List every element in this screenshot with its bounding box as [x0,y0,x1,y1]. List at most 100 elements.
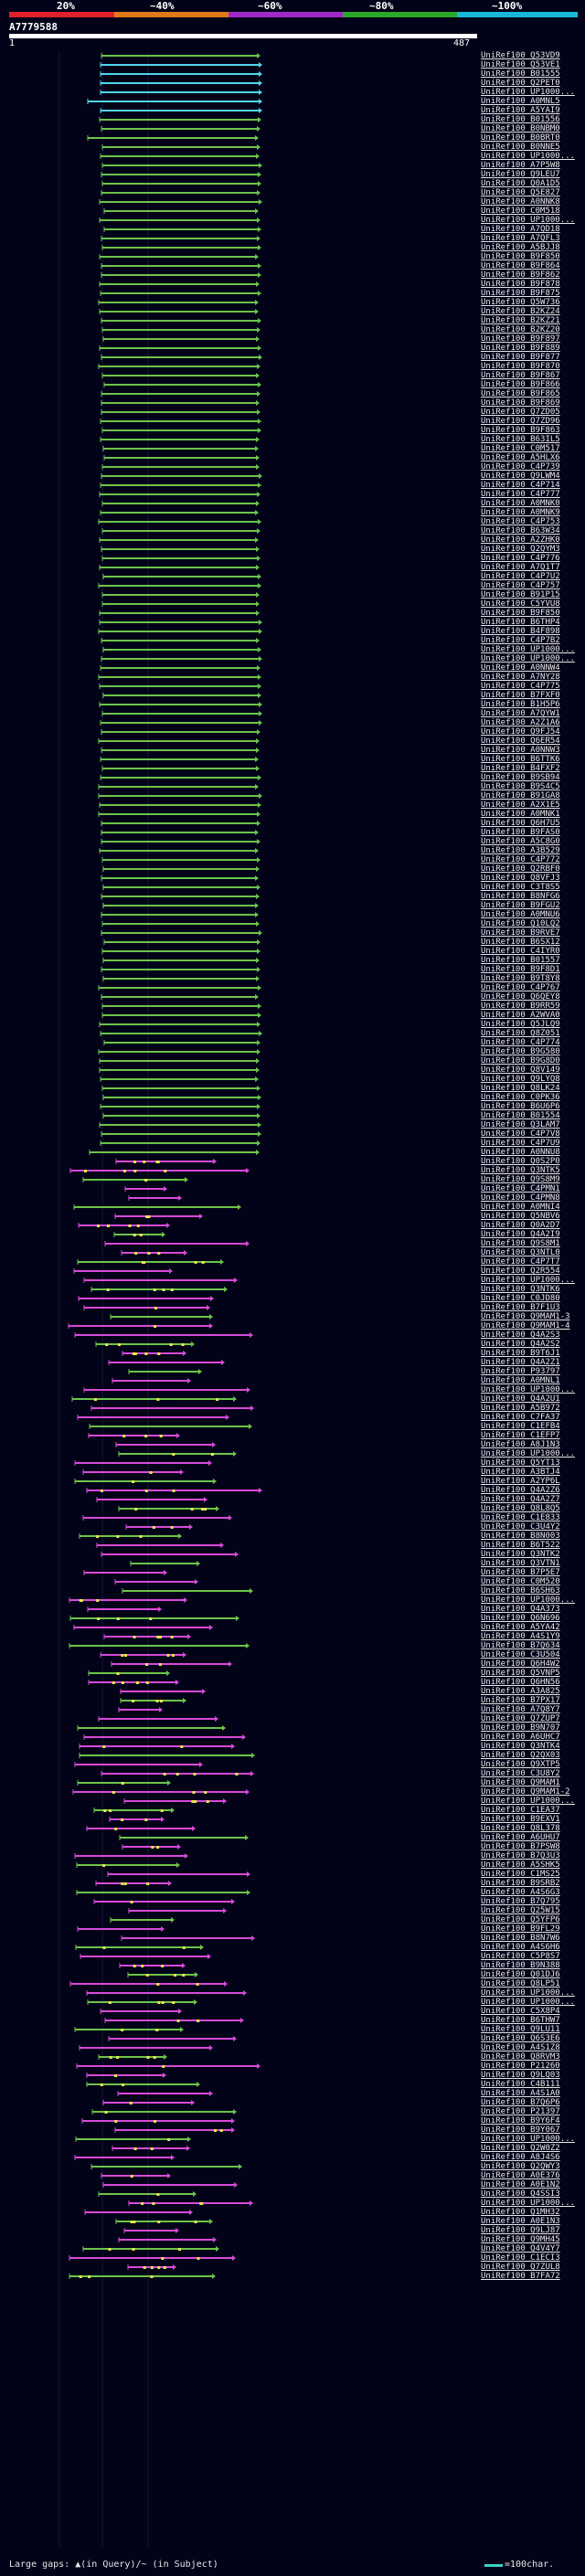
hit-link[interactable]: UniRef100_A8J1N3 [481,1440,560,1449]
hit-link[interactable]: UniRef100_Q0A2D7 [481,1221,560,1230]
hit-link[interactable]: UniRef100_B8N7W6 [481,1934,560,1943]
hit-link[interactable]: UniRef100_Q8VFJ3 [481,874,560,883]
hit-link[interactable]: UniRef100_A4S6H6 [481,1943,560,1952]
hit-link[interactable]: UniRef100_C4P774 [481,1038,560,1047]
hit-link[interactable]: UniRef100_Q2QWY3 [481,2162,560,2171]
hit-link[interactable]: UniRef100_A0MNL5 [481,97,560,106]
hit-link[interactable]: UniRef100_UP1000... [481,1449,575,1458]
hit-link[interactable]: UniRef100_C4P7V8 [481,1129,560,1139]
hit-link[interactable]: UniRef100_C7FA37 [481,1413,560,1422]
hit-link[interactable]: UniRef100_Q9LWM4 [481,472,560,481]
hit-link[interactable]: UniRef100_A4S1A0 [481,2089,560,2098]
hit-link[interactable]: UniRef100_B9F866 [481,380,560,389]
hit-link[interactable]: UniRef100_B9FL29 [481,1924,560,1934]
hit-link[interactable]: UniRef100_A5C8G0 [481,837,560,846]
hit-link[interactable]: UniRef100_Q2QYM3 [481,545,560,554]
hit-link[interactable]: UniRef100_Q5E827 [481,188,560,197]
hit-link[interactable]: UniRef100_B0BRT0 [481,133,560,143]
hit-link[interactable]: UniRef100_Q6S3E6 [481,2034,560,2043]
hit-link[interactable]: UniRef100_Q7ZD05 [481,408,560,417]
hit-link[interactable]: UniRef100_Q8L8Q5 [481,1504,560,1513]
hit-link[interactable]: UniRef100_UP1000... [481,88,575,97]
hit-link[interactable]: UniRef100_Q7ZUP7 [481,1714,560,1723]
hit-link[interactable]: UniRef100_B9T8Y8 [481,974,560,983]
hit-link[interactable]: UniRef100_C4P7B2 [481,636,560,645]
hit-link[interactable]: UniRef100_B9F878 [481,280,560,289]
hit-link[interactable]: UniRef100_B9F869 [481,398,560,408]
hit-link[interactable]: UniRef100_Q6H7U5 [481,819,560,828]
hit-link[interactable]: UniRef100_Q2RBF0 [481,864,560,874]
hit-link[interactable]: UniRef100_C4P7T7 [481,1257,560,1267]
hit-link[interactable]: UniRef100_C5X8P4 [481,2007,560,2016]
hit-link[interactable]: UniRef100_B9N388 [481,1961,560,1970]
hit-link[interactable]: UniRef100_P21397 [481,2107,560,2116]
hit-link[interactable]: UniRef100_Q9MAM1-3 [481,1312,570,1321]
hit-link[interactable]: UniRef100_B7F1U3 [481,1303,560,1312]
hit-link[interactable]: UniRef100_A2Z1A6 [481,718,560,727]
hit-link[interactable]: UniRef100_B9Y6F4 [481,2116,560,2125]
hit-link[interactable]: UniRef100_UP1000... [481,1797,575,1806]
hit-link[interactable]: UniRef100_B9RVE7 [481,928,560,938]
hit-link[interactable]: UniRef100_B91GA8 [481,791,560,800]
hit-link[interactable]: UniRef100_B9S4C5 [481,782,560,791]
hit-link[interactable]: UniRef100_C0JD80 [481,1294,560,1303]
hit-link[interactable]: UniRef100_UP1000... [481,2199,575,2208]
hit-link[interactable]: UniRef100_B7FXF0 [481,691,560,700]
hit-link[interactable]: UniRef100_Q6HN56 [481,1678,560,1687]
hit-link[interactable]: UniRef100_Q5VNP5 [481,1669,560,1678]
hit-link[interactable]: UniRef100_C5YVU8 [481,599,560,609]
hit-link[interactable]: UniRef100_UP1000... [481,1998,575,2007]
hit-link[interactable]: UniRef100_A0MNK0 [481,499,560,508]
hit-link[interactable]: UniRef100_B9F862 [481,270,560,280]
hit-link[interactable]: UniRef100_B9F850 [481,252,560,261]
hit-link[interactable]: UniRef100_Q6ER54 [481,737,560,746]
hit-link[interactable]: UniRef100_Q9MAM1-2 [481,1787,570,1797]
hit-link[interactable]: UniRef100_Q9LU11 [481,2025,560,2034]
hit-link[interactable]: UniRef100_UP1000... [481,1276,575,1285]
hit-link[interactable]: UniRef100_A7NY28 [481,673,560,682]
hit-link[interactable]: UniRef100_B9F864 [481,261,560,270]
hit-link[interactable]: UniRef100_C1EFB4 [481,1422,560,1431]
hit-link[interactable]: UniRef100_C0M518 [481,207,560,216]
hit-link[interactable]: UniRef100_A0MNU6 [481,910,560,919]
hit-link[interactable]: UniRef100_Q4A373 [481,1605,560,1614]
hit-link[interactable]: UniRef100_A0MNK9 [481,508,560,517]
hit-link[interactable]: UniRef100_B01557 [481,956,560,965]
hit-link[interactable]: UniRef100_C4PMN8 [481,1193,560,1203]
hit-link[interactable]: UniRef100_B7Q3U3 [481,1851,560,1860]
hit-link[interactable]: UniRef100_B9F877 [481,353,560,362]
hit-link[interactable]: UniRef100_A2WVA0 [481,1011,560,1020]
hit-link[interactable]: UniRef100_C1EA37 [481,1806,560,1815]
hit-link[interactable]: UniRef100_B8NFG6 [481,892,560,901]
hit-link[interactable]: UniRef100_A5B972 [481,1404,560,1413]
hit-link[interactable]: UniRef100_Q9MAM1-4 [481,1321,570,1330]
hit-link[interactable]: UniRef100_Q1MH32 [481,2208,560,2217]
hit-link[interactable]: UniRef100_Q3NTK4 [481,1742,560,1751]
hit-link[interactable]: UniRef100_Q0A1D5 [481,179,560,188]
hit-link[interactable]: UniRef100_B9SB94 [481,773,560,782]
hit-link[interactable]: UniRef100_C1MS25 [481,1870,560,1879]
hit-link[interactable]: UniRef100_C4P776 [481,554,560,563]
hit-link[interactable]: UniRef100_C4P739 [481,462,560,472]
hit-link[interactable]: UniRef100_A4S1Y9 [481,1632,560,1641]
hit-link[interactable]: UniRef100_Q3NTL0 [481,1248,560,1257]
hit-link[interactable]: UniRef100_B6SX12 [481,938,560,947]
hit-link[interactable]: UniRef100_B9F863 [481,426,560,435]
hit-link[interactable]: UniRef100_A0MNL1 [481,1376,560,1385]
hit-link[interactable]: UniRef100_Q9MH45 [481,2235,560,2244]
hit-link[interactable]: UniRef100_Q8Z051 [481,1029,560,1038]
hit-link[interactable]: UniRef100_B6THW7 [481,2016,560,2025]
hit-link[interactable]: UniRef100_B7PX17 [481,1696,560,1705]
hit-link[interactable]: UniRef100_A7QFL3 [481,234,560,243]
hit-link[interactable]: UniRef100_C3U8Y2 [481,1769,560,1778]
hit-link[interactable]: UniRef100_Q25W15 [481,1906,560,1915]
hit-link[interactable]: UniRef100_P93797 [481,1367,560,1376]
hit-link[interactable]: UniRef100_B9RR59 [481,1002,560,1011]
hit-link[interactable]: UniRef100_C1ECI3 [481,2253,560,2263]
hit-link[interactable]: UniRef100_B9F897 [481,334,560,344]
hit-link[interactable]: UniRef100_Q9FJ54 [481,727,560,737]
hit-link[interactable]: UniRef100_Q3NTK5 [481,1166,560,1175]
hit-link[interactable]: UniRef100_B0NNE5 [481,143,560,152]
hit-link[interactable]: UniRef100_Q5JLQ9 [481,1020,560,1029]
hit-link[interactable]: UniRef100_A4S1Z8 [481,2043,560,2052]
